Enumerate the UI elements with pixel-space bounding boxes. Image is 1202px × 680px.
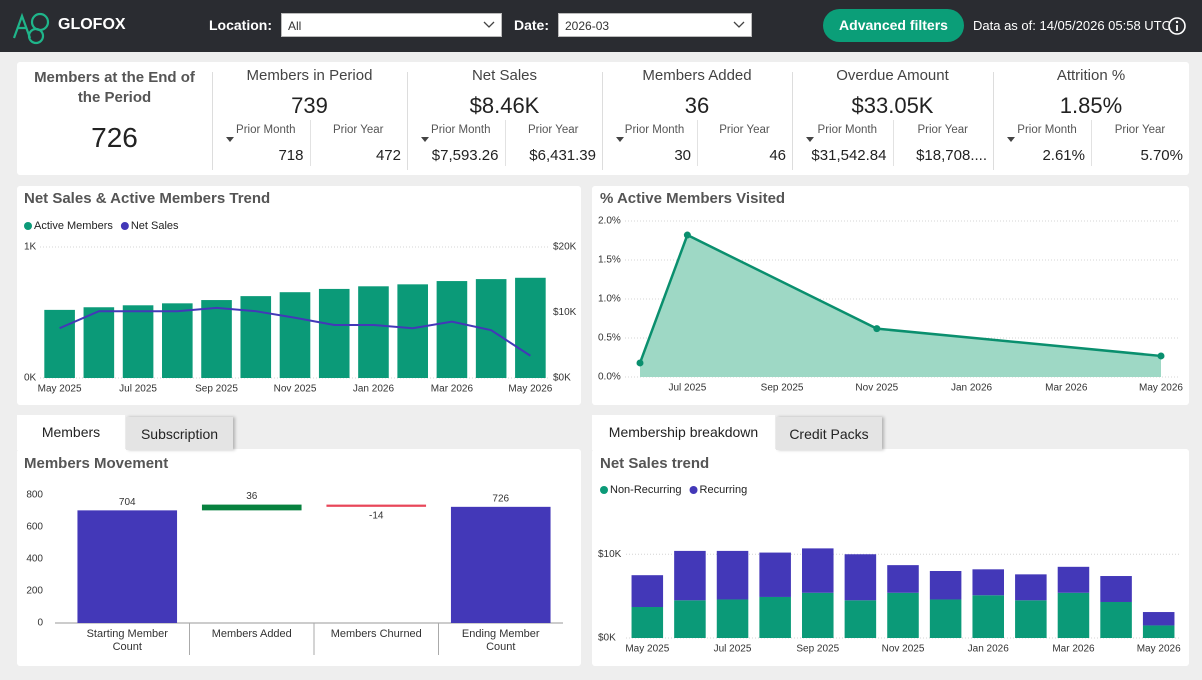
kpi-divider [309, 120, 311, 166]
kpi-value: $8.46K [469, 93, 540, 118]
location-value: All [288, 19, 302, 33]
kpi-divider [407, 72, 408, 170]
chevron [733, 21, 745, 28]
kpi-divider [1091, 120, 1092, 166]
kpi-prior-label: Prior Month [1017, 124, 1077, 136]
kpi-prior-value: 46 [769, 147, 786, 164]
kpi-prior-label: Prior Year [527, 124, 579, 136]
date-select[interactable]: 2026-03 [558, 13, 752, 37]
kpi-prior-value: $18,708.... [916, 147, 987, 164]
chart-title: Net Sales & Active Members Trend [24, 190, 271, 207]
advanced-filters-button[interactable]: Advanced filters [823, 9, 964, 42]
kpi-prior-label: Prior Month [817, 124, 877, 136]
kpi-title: Net Sales [471, 67, 538, 84]
kpi-value: 1.85% [1059, 93, 1123, 118]
kpi-prior-label: Prior Year [917, 124, 968, 136]
x-tick-label: Ending Member Count [461, 628, 540, 653]
info-icon[interactable] [1167, 16, 1187, 36]
kpi-prior-value: 718 [278, 147, 304, 164]
chart-card [592, 186, 1189, 405]
date-label: Date: [514, 17, 550, 33]
date-value: 2026-03 [565, 19, 610, 33]
trend-arrow [226, 137, 234, 142]
tab[interactable]: Subscription [126, 417, 233, 450]
kpi-title: Attrition % [1056, 67, 1126, 84]
kpi-divider [697, 120, 698, 166]
logo-icon [12, 12, 50, 45]
kpi-prior-label: Prior Month [624, 124, 685, 136]
chevron [483, 21, 495, 28]
trend-arrow [616, 137, 624, 142]
kpi-prior-value: 472 [375, 147, 401, 164]
location-select[interactable]: All [281, 13, 502, 37]
kpi-divider [504, 120, 506, 166]
x-tick-label: Members Added [211, 628, 292, 640]
chart-title: Members Movement [24, 455, 169, 472]
data-as-of: Data as of: 14/05/2026 05:58 UTC [973, 18, 1172, 33]
kpi-title: Members at the End of the Period [34, 69, 195, 106]
kpi-prior-label: Prior Year [1114, 124, 1166, 136]
kpi-value: 36 [684, 93, 710, 118]
chart-card [592, 449, 1189, 666]
kpi-prior-label: Prior Year [332, 124, 384, 136]
kpi-title: Members in Period [246, 67, 373, 84]
logo-text: GLOFOX [58, 16, 126, 33]
chart-title: % Active Members Visited [600, 190, 786, 207]
chart-title: Net Sales trend [600, 455, 710, 472]
trend-arrow [1007, 137, 1015, 142]
location-label: Location: [209, 17, 272, 33]
x-tick-label: Members Churned [330, 628, 422, 640]
kpi-prior-value: 5.70% [1140, 147, 1183, 164]
kpi-divider [212, 72, 213, 170]
kpi-divider [993, 72, 994, 170]
kpi-divider [892, 120, 894, 166]
kpi-prior-value: $6,431.39 [529, 147, 596, 164]
kpi-value: $33.05K [851, 93, 934, 118]
kpi-prior-value: 2.61% [1042, 147, 1085, 164]
trend-arrow [421, 137, 429, 142]
kpi-prior-value: $7,593.26 [431, 147, 499, 164]
kpi-prior-label: Prior Month [431, 124, 491, 136]
chart-card [17, 186, 581, 405]
kpi-title: Members Added [642, 67, 752, 84]
kpi-prior-label: Prior Year [719, 124, 770, 136]
x-tick-label: Starting Member Count [86, 628, 168, 653]
kpi-prior-value: $31,542.84 [811, 147, 887, 164]
tab-active[interactable]: Membership breakdown [592, 415, 775, 450]
kpi-title: Overdue Amount [836, 67, 949, 84]
kpi-divider [602, 72, 603, 170]
tab-active[interactable]: Members [17, 415, 125, 450]
tab[interactable]: Credit Packs [776, 417, 882, 450]
kpi-prior-label: Prior Month [236, 124, 296, 136]
trend-arrow [806, 137, 814, 142]
kpi-value: 739 [291, 93, 328, 118]
kpi-value: 726 [91, 122, 138, 153]
kpi-divider [792, 72, 793, 170]
kpi-prior-value: 30 [674, 147, 691, 164]
